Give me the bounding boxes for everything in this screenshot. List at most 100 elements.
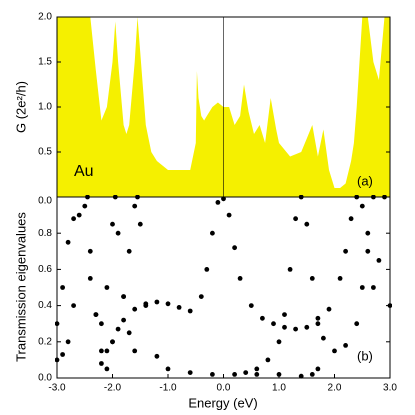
- point: [132, 348, 138, 354]
- annotation: Au: [74, 163, 94, 180]
- point: [371, 285, 376, 290]
- point: [315, 321, 321, 327]
- point: [121, 317, 126, 323]
- x-tick-label: -2.0: [104, 383, 122, 394]
- point: [132, 203, 138, 209]
- point: [87, 248, 93, 254]
- y-axis-label: G (2e²/h): [13, 81, 28, 133]
- y-tick-label: 0.4: [38, 300, 52, 311]
- point: [99, 348, 104, 354]
- point: [82, 203, 88, 209]
- point: [282, 312, 287, 317]
- point: [76, 212, 82, 218]
- point: [343, 248, 348, 254]
- y-tick-label: 0.6: [38, 264, 52, 275]
- point: [215, 200, 221, 205]
- point: [348, 216, 354, 222]
- point: [287, 267, 293, 272]
- plot-area: [55, 195, 392, 379]
- y-tick-label: 0.8: [38, 228, 52, 239]
- point: [99, 321, 104, 327]
- panel-b: 0.00.20.40.60.80.0-3.0 -2.0 -1.0 0.0 1.0 2.0 3…: [38, 195, 397, 394]
- point: [93, 312, 99, 317]
- point: [126, 248, 132, 254]
- point: [154, 299, 160, 305]
- point: [165, 301, 171, 307]
- point: [143, 303, 149, 308]
- y-tick-label: 2.0: [38, 12, 52, 23]
- point: [254, 372, 260, 377]
- point: [359, 203, 365, 209]
- point: [99, 361, 104, 366]
- point: [65, 339, 71, 345]
- point: [298, 373, 304, 379]
- point: [60, 352, 65, 357]
- x-tick-label: 3.0: [383, 383, 397, 394]
- point: [110, 221, 115, 227]
- point: [260, 315, 265, 321]
- y-tick-label: 1.0: [38, 102, 52, 113]
- point: [87, 276, 93, 281]
- point: [321, 335, 326, 341]
- point: [187, 308, 193, 314]
- y-tick-label: 1.5: [38, 57, 52, 68]
- point: [154, 353, 160, 359]
- point: [121, 294, 126, 299]
- x-tick-label: -3.0: [48, 383, 66, 394]
- point: [104, 285, 110, 290]
- point: [71, 216, 76, 222]
- point: [343, 343, 348, 348]
- point: [337, 276, 343, 281]
- point: [232, 245, 238, 251]
- point: [221, 196, 226, 202]
- point: [226, 212, 232, 218]
- point: [71, 303, 76, 308]
- point: [232, 372, 238, 377]
- point: [304, 221, 310, 227]
- point: [115, 230, 121, 236]
- point: [365, 248, 371, 254]
- y-tick-label: 0.5: [38, 147, 52, 158]
- point: [104, 348, 110, 354]
- point: [137, 221, 143, 227]
- point: [376, 258, 382, 263]
- point: [315, 315, 321, 321]
- point: [276, 339, 282, 345]
- point: [315, 366, 321, 372]
- point: [254, 366, 260, 372]
- point: [115, 326, 121, 332]
- panel-a: 0.5 1.0 1.5 2.0: [38, 12, 391, 198]
- point: [60, 285, 65, 290]
- x-tick-label: 0.0: [217, 383, 231, 394]
- x-tick-label: 1.0: [272, 383, 286, 394]
- point: [309, 372, 315, 377]
- point: [65, 239, 71, 245]
- point: [204, 267, 210, 272]
- point: [304, 324, 310, 330]
- y-axis-label: Transmission eigenvalues: [13, 212, 28, 362]
- point: [165, 366, 171, 372]
- y-tick-label: 0.0: [38, 196, 52, 207]
- point: [282, 324, 287, 330]
- y-tick-label: 0.2: [38, 336, 52, 347]
- x-tick-label: 2.0: [328, 383, 342, 394]
- point: [326, 306, 332, 312]
- panel-label: (b): [357, 348, 373, 363]
- point: [187, 370, 193, 375]
- point: [210, 230, 215, 236]
- y-tick-label: 0.0: [38, 373, 52, 384]
- point: [110, 339, 115, 345]
- point: [332, 348, 337, 354]
- point: [309, 276, 315, 281]
- point: [243, 370, 249, 375]
- point: [210, 372, 215, 377]
- point: [104, 366, 110, 372]
- point: [359, 285, 365, 290]
- point: [365, 230, 371, 236]
- point: [265, 357, 271, 363]
- panel-label: (a): [357, 173, 373, 188]
- point: [293, 216, 298, 222]
- point: [132, 306, 138, 312]
- point: [126, 330, 132, 336]
- point: [198, 294, 204, 299]
